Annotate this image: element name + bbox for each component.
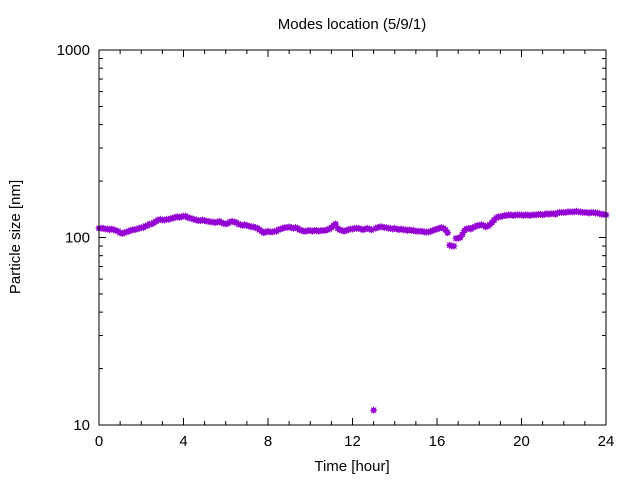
axis-ticks — [98, 49, 607, 426]
data-points — [95, 207, 610, 414]
plot-frame — [98, 49, 607, 426]
data-point — [332, 220, 340, 228]
x-tick-label: 12 — [344, 433, 361, 450]
y-tick-label: 10 — [73, 417, 90, 434]
x-tick-label: 4 — [179, 433, 187, 450]
axis-tick-labels: 0 4 8 12 16 20 24 10 100 1000 — [57, 42, 615, 450]
data-point — [444, 229, 452, 237]
data-point — [450, 242, 458, 250]
x-axis-label: Time [hour] — [314, 458, 389, 475]
y-tick-label: 1000 — [57, 42, 90, 59]
x-tick-label: 0 — [95, 433, 103, 450]
x-tick-label: 20 — [513, 433, 530, 450]
x-tick-label: 8 — [264, 433, 272, 450]
y-axis-label: Particle size [nm] — [7, 180, 24, 294]
x-tick-label: 24 — [598, 433, 615, 450]
y-tick-label: 100 — [65, 230, 90, 247]
x-tick-label: 16 — [429, 433, 446, 450]
chart-title: Modes location (5/9/1) — [278, 16, 426, 33]
data-point — [370, 406, 378, 414]
data-point — [441, 226, 449, 234]
